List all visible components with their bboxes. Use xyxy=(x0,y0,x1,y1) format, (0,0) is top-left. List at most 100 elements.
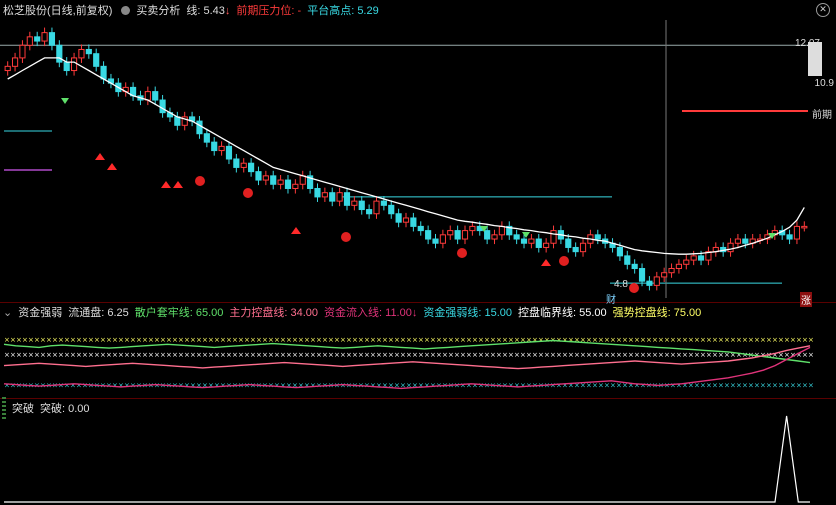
critical-level-marker: × xyxy=(394,351,400,359)
strength-level-marker: × xyxy=(412,382,418,390)
critical-level-marker: × xyxy=(358,351,364,359)
candle-body xyxy=(240,162,247,168)
critical-level-marker: × xyxy=(472,351,478,359)
strong-control-marker: × xyxy=(730,336,736,344)
strong-control-marker: × xyxy=(802,336,808,344)
strong-control-marker: × xyxy=(562,336,568,344)
candle-body xyxy=(484,230,491,240)
strong-control-marker: × xyxy=(364,336,370,344)
strong-control-marker: × xyxy=(502,336,508,344)
zhang-marker[interactable]: 涨 xyxy=(800,292,812,307)
strong-control-marker: × xyxy=(634,336,640,344)
strong-control-marker: × xyxy=(340,336,346,344)
candle-body xyxy=(638,268,646,282)
strong-control-marker: × xyxy=(574,336,580,344)
settings-circle-icon[interactable] xyxy=(121,5,131,15)
strength-level-marker: × xyxy=(622,382,628,390)
strength-level-marker: × xyxy=(82,382,88,390)
strong-control-marker: × xyxy=(166,336,172,344)
candle-body xyxy=(181,116,188,126)
strong-control-marker: × xyxy=(196,336,202,344)
critical-level-marker: × xyxy=(40,351,46,359)
strength-level-marker: × xyxy=(604,382,610,390)
indicator-name[interactable]: 买卖分析 xyxy=(136,5,181,17)
fund-title[interactable]: 资金强弱 xyxy=(18,307,63,319)
strength-level-marker: × xyxy=(424,382,430,390)
critical-level-marker: × xyxy=(256,351,262,359)
critical-level-marker: × xyxy=(598,351,604,359)
critical-level-marker: × xyxy=(328,351,334,359)
strong-control-marker: × xyxy=(244,336,250,344)
critical-level-marker: × xyxy=(154,351,160,359)
strong-control-marker: × xyxy=(466,336,472,344)
critical-level-marker: × xyxy=(178,351,184,359)
critical-level-marker: × xyxy=(148,351,154,359)
collapse-chevron-icon[interactable]: ⌄ xyxy=(3,306,13,319)
strength-level-marker: × xyxy=(196,382,202,390)
strong-control-marker: × xyxy=(766,336,772,344)
strength-level-marker: × xyxy=(298,382,304,390)
strong-control-marker: × xyxy=(202,336,208,344)
strong-control-marker: × xyxy=(160,336,166,344)
strong-control-marker: × xyxy=(418,336,424,344)
strong-control-marker: × xyxy=(226,336,232,344)
strong-control-marker: × xyxy=(64,336,70,344)
signal-dot xyxy=(195,176,205,186)
critical-level-marker: × xyxy=(106,351,112,359)
strong-control-marker: × xyxy=(286,336,292,344)
strength-level-marker: × xyxy=(550,382,556,390)
stock-title[interactable]: 松芝股份(日线,前复权) xyxy=(3,5,113,17)
critical-level-marker: × xyxy=(112,351,118,359)
cai-marker[interactable]: 财 xyxy=(606,295,616,306)
strong-control-marker: × xyxy=(28,336,34,344)
strong-control-marker: × xyxy=(400,336,406,344)
candle-body xyxy=(432,238,439,244)
strength-level-marker: × xyxy=(250,382,256,390)
critical-level-marker: × xyxy=(514,351,520,359)
critical-level-marker: × xyxy=(160,351,166,359)
strength-level-marker: × xyxy=(16,382,22,390)
strong-control-marker: × xyxy=(526,336,532,344)
strength-level-marker: × xyxy=(484,382,490,390)
strong-control-marker: × xyxy=(754,336,760,344)
close-icon[interactable]: ✕ xyxy=(816,3,830,17)
break-line xyxy=(4,415,810,503)
critical-level-marker: × xyxy=(634,351,640,359)
strength-level-marker: × xyxy=(712,382,718,390)
strong-control-marker: × xyxy=(568,336,574,344)
strength-level-marker: × xyxy=(292,382,298,390)
critical-level-marker: × xyxy=(442,351,448,359)
candle-body xyxy=(520,238,528,244)
critical-level-marker: × xyxy=(544,351,550,359)
strong-control-marker: × xyxy=(328,336,334,344)
critical-level-marker: × xyxy=(226,351,232,359)
critical-level-marker: × xyxy=(304,351,310,359)
strength-level-marker: × xyxy=(124,382,130,390)
strong-control-marker: × xyxy=(604,336,610,344)
strong-control-marker: × xyxy=(310,336,316,344)
critical-level-marker: × xyxy=(130,351,136,359)
sell-signal-triangle xyxy=(291,227,301,234)
strength-level-marker: × xyxy=(520,382,526,390)
strength-level-marker: × xyxy=(70,382,76,390)
candle-body xyxy=(705,251,712,261)
price-label-top: 12.07 xyxy=(794,38,820,49)
candle-body xyxy=(565,238,572,248)
strong-control-marker: × xyxy=(130,336,136,344)
critical-level-marker: × xyxy=(712,351,718,359)
break-title[interactable]: 突破 xyxy=(12,403,34,415)
break-value: 突破: 0.00 xyxy=(40,403,90,415)
candle-body xyxy=(307,175,314,189)
candle-body xyxy=(203,133,210,143)
main-control-label: 主力控盘线: 34.00 xyxy=(229,307,319,319)
candle-body xyxy=(48,32,56,46)
critical-level-marker: × xyxy=(316,351,322,359)
drag-handle-icon[interactable] xyxy=(2,397,6,419)
strength-level-marker: × xyxy=(754,382,760,390)
strong-control-marker: × xyxy=(514,336,520,344)
candle-body xyxy=(159,99,166,114)
critical-level-marker: × xyxy=(22,351,28,359)
strength-level-marker: × xyxy=(274,382,280,390)
strong-control-marker: × xyxy=(256,336,262,344)
critical-level-marker: × xyxy=(94,351,100,359)
